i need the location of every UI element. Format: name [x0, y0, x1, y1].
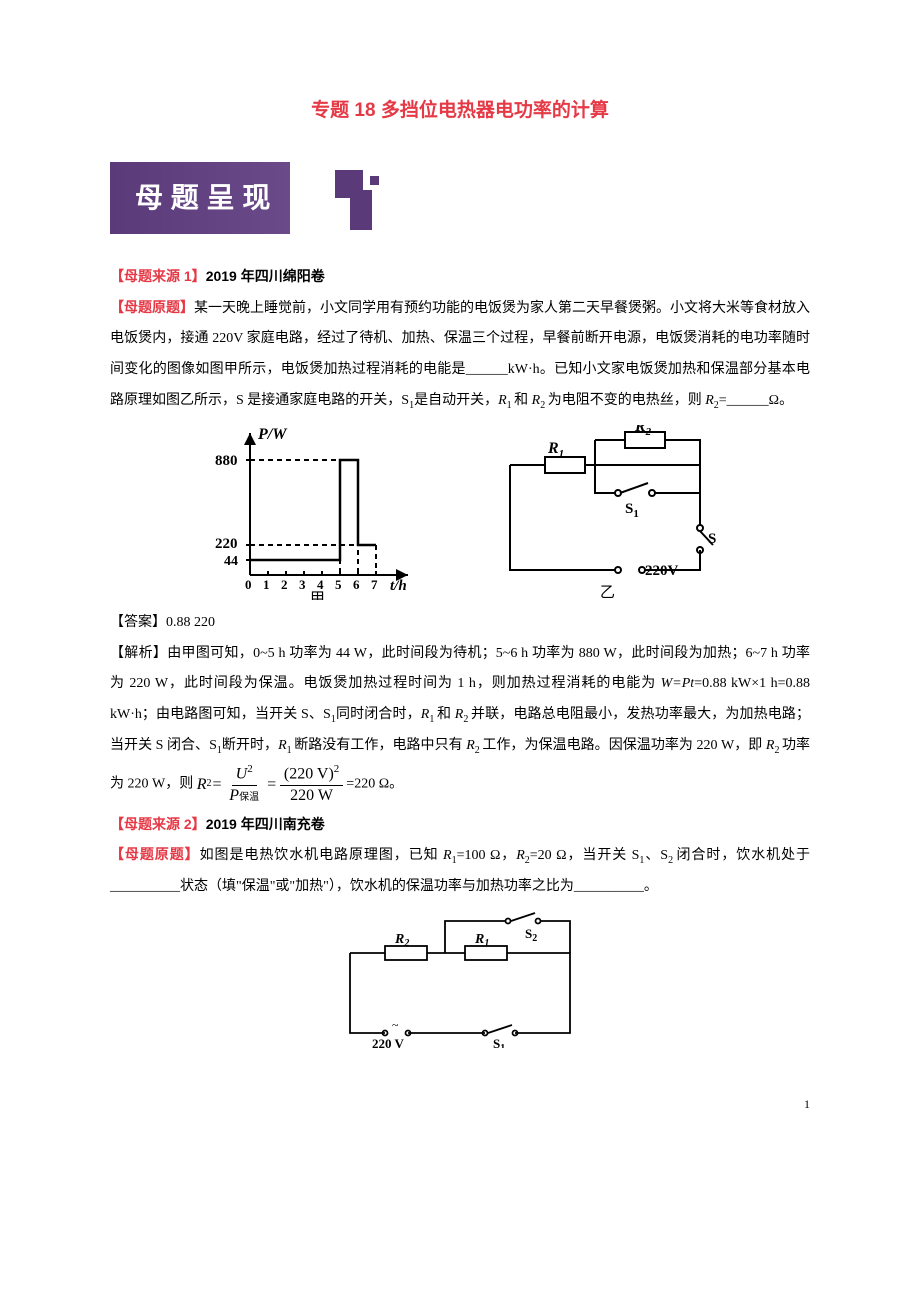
svg-text:0: 0 [245, 577, 252, 592]
svg-text:乙: 乙 [600, 585, 615, 600]
source-label-2: 【母题来源 2】 [110, 816, 206, 832]
svg-text:2: 2 [281, 577, 288, 592]
source-line-2: 【母题来源 2】2019 年四川南充卷 [110, 809, 810, 840]
explanation-1: 【解析】由甲图可知，0~5 h 功率为 44 W，此时间段为待机；5~6 h 功… [110, 639, 810, 807]
exp1-p1f: 断路没有工作，电路中只有 [294, 738, 462, 753]
svg-text:R1: R1 [474, 932, 489, 949]
svg-text:S2: S2 [525, 926, 537, 944]
figure-graph: P/W t/h 880 220 44 0 1 2 3 4 5 6 7 [200, 425, 420, 600]
q1-text-c: 和 [514, 393, 528, 408]
exp1-p1b: 同时闭合时， [336, 707, 421, 722]
source-label-1: 【母题来源 1】 [110, 268, 206, 284]
svg-text:1: 1 [263, 577, 270, 592]
page-title: 专题 18 多挡位电热器电功率的计算 [110, 90, 810, 132]
banner-text: 母 题 呈 现 [135, 167, 270, 229]
exp1-result: =220 Ω。 [346, 776, 403, 791]
q1-text-a: 某一天晚上睡觉前，小文同学用有预约功能的电饭煲为家人第二天早餐煲粥。小文将大米等… [110, 301, 810, 408]
q2-p1a: 如图是电热饮水机电路原理图，已知 [200, 848, 439, 863]
q1-text-d: 为电阻不变的电热丝，则 [548, 393, 702, 408]
exp1-p1g: 工作，为保温电路。因保温功率为 220 W，即 [482, 738, 762, 753]
q2-r2: =20 Ω，当开关 S [530, 848, 640, 863]
svg-text:t/h: t/h [390, 578, 407, 594]
svg-text:~: ~ [392, 1018, 399, 1032]
svg-text:S1: S1 [625, 501, 639, 520]
question-2: 【母题原题】如图是电热饮水机电路原理图，已知 R1=100 Ω，R2=20 Ω，… [110, 839, 810, 903]
svg-text:4: 4 [317, 577, 324, 592]
question-1: 【母题原题】某一天晚上睡觉前，小文同学用有预约功能的电饭煲为家人第二天早餐煲粥。… [110, 292, 810, 417]
diagram-row-1: P/W t/h 880 220 44 0 1 2 3 4 5 6 7 [110, 425, 810, 600]
source-line-1: 【母题来源 1】2019 年四川绵阳卷 [110, 261, 810, 292]
svg-text:S1: S1 [493, 1036, 505, 1048]
source-text-2: 2019 年四川南充卷 [206, 816, 325, 832]
answer-1: 【答案】0.88 220 [110, 608, 810, 639]
exp1-wpt: W=Pt [661, 676, 695, 691]
svg-text:880: 880 [215, 453, 238, 469]
q2-label: 【母题原题】 [110, 846, 200, 862]
q1-text-e: ______Ω。 [727, 393, 793, 408]
svg-text:44: 44 [224, 554, 238, 569]
figure-circuit-1: R1 R2 S1 S 220V 乙 [490, 425, 720, 600]
section-banner: 母 题 呈 现 [110, 162, 290, 234]
svg-text:3: 3 [299, 577, 306, 592]
q2-r1: =100 Ω， [457, 848, 517, 863]
svg-text:220 V: 220 V [372, 1036, 405, 1048]
svg-text:R2: R2 [634, 425, 652, 438]
svg-text:220V: 220V [645, 563, 679, 579]
svg-text:S: S [708, 531, 716, 547]
svg-text:甲: 甲 [310, 591, 325, 600]
svg-text:5: 5 [335, 577, 342, 592]
svg-text:6: 6 [353, 577, 360, 592]
svg-text:R2: R2 [394, 932, 409, 949]
exp1-p1c: 和 [437, 707, 451, 722]
svg-text:7: 7 [371, 577, 378, 592]
formula-r2: R2= U2 P保温 = (220 V)2 220 W [197, 762, 347, 807]
q1-label: 【母题原题】 [110, 299, 194, 315]
q2-p1b: 、S [644, 848, 668, 863]
exp1-label: 【解析】 [110, 646, 167, 661]
ans1-label: 【答案】 [110, 615, 166, 630]
svg-text:220: 220 [215, 536, 238, 552]
svg-text:P/W: P/W [257, 426, 288, 443]
ans1-text: 0.88 220 [166, 615, 215, 630]
source-text-1: 2019 年四川绵阳卷 [206, 268, 325, 284]
page-number: 1 [110, 1091, 810, 1117]
exp1-p1e: 断开时， [222, 738, 278, 753]
q1-text-b: 是自动开关， [414, 393, 498, 408]
figure-circuit-2-wrap: ~ R2 R1 S2 S1 220 V [110, 903, 810, 1061]
figure-circuit-2: ~ R2 R1 S2 S1 220 V [330, 903, 590, 1048]
